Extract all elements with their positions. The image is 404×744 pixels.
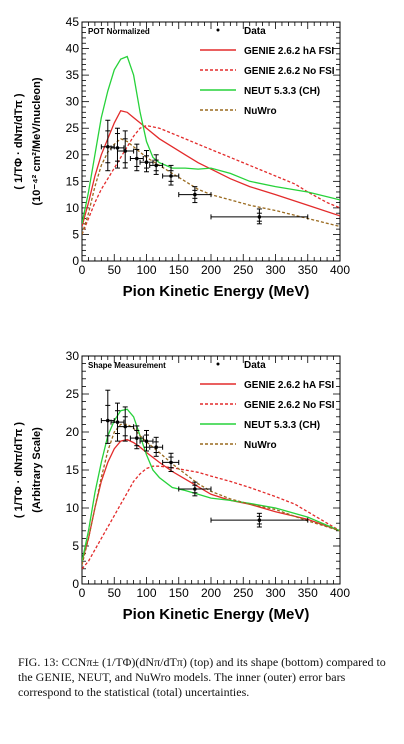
x-tick-label: 100 (136, 263, 156, 277)
legend: Data GENIE 2.6.2 hA FSI GENIE 2.6.2 No FSI… (200, 26, 335, 117)
series-line (82, 465, 340, 570)
data-point (106, 418, 110, 423)
chart-top: 0 50 100 150 200 250 300 350 400 0 5 10 15 20 25 30 35 40… (13, 15, 350, 300)
legend-label: NEUT 5.3.3 (CH) (244, 86, 320, 97)
x-tick-label: 50 (108, 263, 122, 277)
x-axis-label: Pion Kinetic Energy (MeV) (123, 283, 310, 300)
y-tick-label: 25 (66, 387, 80, 401)
caption-label: FIG. 13: (18, 655, 59, 669)
y-tick-label: 10 (66, 201, 80, 215)
series-line (82, 408, 340, 562)
x-tick-label: 0 (79, 263, 86, 277)
figure-canvas: 0 50 100 150 200 250 300 350 4000510152025303540… (13, 15, 350, 623)
x-tick-label: 50 (108, 586, 122, 600)
y-tick-label: 15 (66, 463, 80, 477)
data-point (135, 436, 139, 440)
data-point (154, 163, 158, 168)
panel-label: POT Normalized (88, 27, 150, 36)
series-line (82, 438, 340, 562)
x-tick-label: 0 (79, 586, 86, 600)
legend-label: GENIE 2.6.2 hA FSI (244, 380, 334, 391)
y-tick-label: 45 (66, 15, 80, 29)
y-axis-unit: (Arbitrary Scale) (31, 427, 43, 513)
y-tick-label: 20 (66, 425, 80, 439)
legend-label: NEUT 5.3.3 (CH) (244, 420, 320, 431)
series-line (82, 423, 340, 566)
x-tick-label: 350 (298, 263, 318, 277)
data-point (193, 192, 197, 197)
y-tick-label: 30 (66, 95, 80, 109)
data-point (106, 145, 110, 149)
x-tick-label: 100 (136, 586, 156, 600)
x-axis-label: Pion Kinetic Energy (MeV) (123, 606, 310, 623)
series-line (82, 138, 340, 235)
legend-marker (216, 362, 220, 366)
x-tick-label: 200 (201, 586, 221, 600)
legend: Data GENIE 2.6.2 hA FSI GENIE 2.6.2 No FSI… (200, 360, 335, 451)
data-point (144, 439, 149, 443)
legend-label: GENIE 2.6.2 No FSI (244, 66, 335, 77)
data-point (115, 146, 120, 150)
x-tick-label: 400 (330, 263, 350, 277)
x-tick-label: 400 (330, 586, 350, 600)
legend-marker (216, 28, 220, 32)
y-axis-label: ( 1/TΦ · dNπ/dTπ ) (13, 93, 25, 189)
legend-label: GENIE 2.6.2 hA FSI (244, 46, 334, 57)
y-tick-label: 10 (66, 501, 80, 515)
data-point (154, 445, 158, 450)
x-tick-label: 150 (169, 586, 189, 600)
data-point (257, 518, 262, 522)
legend-label: GENIE 2.6.2 No FSI (244, 400, 335, 411)
data-point (169, 174, 173, 178)
data-point (123, 424, 128, 429)
series-line (82, 124, 340, 235)
x-tick-label: 300 (265, 263, 285, 277)
y-axis-unit: (10⁻⁴² cm²/MeV/nucleon) (31, 77, 43, 205)
x-tick-label: 250 (233, 263, 253, 277)
y-tick-label: 0 (72, 577, 79, 591)
y-tick-label: 20 (66, 148, 80, 162)
x-tick-label: 150 (169, 263, 189, 277)
y-tick-label: 40 (66, 42, 80, 56)
data-point (115, 420, 120, 424)
legend-label: Data (244, 360, 266, 371)
x-tick-label: 300 (265, 586, 285, 600)
panel-label: Shape Measurement (88, 361, 166, 370)
legend-label: Data (244, 26, 266, 37)
figure-caption: FIG. 13: CCNπ± (1/TΦ)(dNπ/dTπ) (top) and… (18, 655, 390, 700)
x-tick-label: 250 (233, 586, 253, 600)
chart-bottom: 0 50 100 150 200 250 300 350 400 0 5 10 15 20 25 30 Pion… (13, 349, 350, 623)
plot-frame (81, 21, 341, 262)
legend-label: NuWro (244, 106, 277, 117)
legend-label: NuWro (244, 440, 277, 451)
data-point (193, 487, 197, 491)
data-point (123, 149, 128, 153)
caption-text: CCNπ± (1/TΦ)(dNπ/dTπ) (top) and its shap… (18, 655, 386, 699)
x-tick-label: 200 (201, 263, 221, 277)
series-line (82, 55, 340, 224)
series-line (82, 109, 340, 227)
y-tick-label: 5 (72, 227, 79, 241)
y-tick-label: 30 (66, 349, 80, 363)
y-tick-label: 35 (66, 68, 80, 82)
y-tick-label: 25 (66, 121, 80, 135)
data-point (169, 460, 173, 465)
data-point (257, 215, 262, 219)
y-axis-label: ( 1/TΦ · dNπ/dTπ ) (13, 422, 25, 518)
x-tick-label: 350 (298, 586, 318, 600)
y-tick-label: 15 (66, 174, 80, 188)
data-point (135, 156, 139, 161)
y-tick-label: 5 (72, 539, 79, 553)
y-tick-label: 0 (72, 254, 79, 268)
data-point (144, 160, 149, 165)
